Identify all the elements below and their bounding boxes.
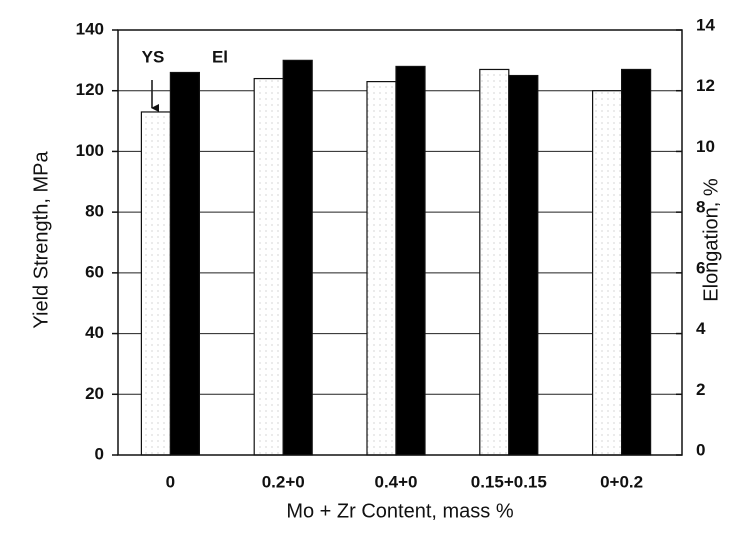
x-tick-label: 0.2+0 [262, 472, 305, 491]
bar [479, 68, 510, 456]
x-tick-label: 0 [166, 472, 175, 491]
bar [591, 90, 623, 456]
y-tick-label: 100 [76, 141, 104, 160]
legend-label: YS [142, 47, 165, 66]
x-tick-label: 0+0.2 [600, 472, 643, 491]
x-tick-label: 0.4+0 [374, 472, 417, 491]
bar [282, 59, 313, 456]
y-tick-label: 80 [85, 202, 104, 221]
y-tick-label: 60 [85, 262, 104, 281]
y-tick-label: 40 [85, 323, 104, 342]
y-axis-title: Yield Strength, MPa [30, 151, 52, 329]
y2-tick-label: 2 [696, 380, 705, 399]
y2-tick-label: 12 [696, 76, 715, 95]
legend-label: El [212, 47, 228, 66]
y2-tick-label: 4 [696, 319, 706, 338]
y2-tick-label: 8 [696, 198, 705, 217]
x-axis-title: Mo + Zr Content, mass % [286, 500, 514, 522]
bar [620, 68, 652, 456]
bar [253, 77, 284, 456]
y2-axis-title: Elongation, % [700, 178, 722, 302]
plot-frame [117, 29, 683, 456]
y-tick-label: 140 [76, 19, 104, 38]
x-tick-label: 0.15+0.15 [471, 472, 547, 491]
y-tick-label: 0 [95, 444, 104, 463]
y2-tick-label: 6 [696, 258, 705, 277]
y-tick-label: 120 [76, 80, 104, 99]
y2-tick-label: 0 [696, 440, 705, 459]
bar [508, 74, 539, 456]
bar [395, 65, 426, 456]
bar [169, 71, 200, 456]
y2-tick-label: 10 [696, 137, 715, 156]
y2-tick-label: 14 [696, 15, 715, 34]
bar [366, 81, 397, 456]
y-tick-label: 20 [85, 384, 104, 403]
bar [140, 111, 171, 456]
